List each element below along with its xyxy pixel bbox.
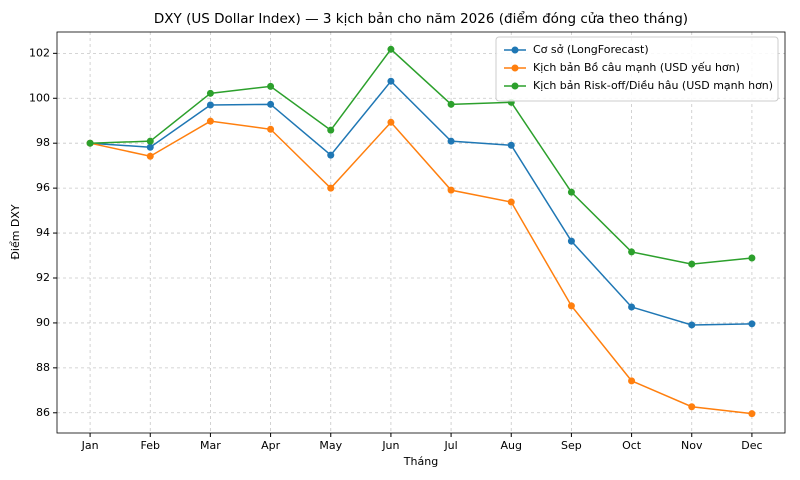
y-tick-label: 92 [36,271,50,284]
point [267,82,275,90]
point [86,139,94,147]
point [507,198,515,206]
point [688,321,696,329]
plot-frame [56,31,786,434]
point [267,125,275,133]
point [567,188,575,196]
y-tick-label: 96 [36,181,50,194]
point [748,410,756,418]
x-tick-label: Oct [622,439,642,452]
x-tick-label: Feb [141,439,160,452]
point [447,186,455,194]
x-tick-label: Jan [81,439,99,452]
point [146,152,154,160]
x-tick-label: Nov [681,439,703,452]
point [688,403,696,411]
point [267,100,275,108]
point [447,100,455,108]
point [206,101,214,109]
point [507,141,515,149]
y-tick-label: 86 [36,406,50,419]
point [327,184,335,192]
point [748,320,756,328]
legend-marker [511,82,519,90]
x-tick-label: Mar [200,439,221,452]
point [447,137,455,145]
legend-marker [511,64,519,72]
point [327,151,335,159]
legend-box [495,36,779,102]
y-axis-label: Điểm DXY [9,204,22,260]
point [387,45,395,53]
point [146,143,154,151]
y-tick-label: 102 [29,46,50,59]
line [90,80,752,326]
x-tick-label: Aug [501,439,522,452]
legend-label: Kịch bản Risk-off/Diều hâu (USD mạnh hơn… [533,79,773,92]
line [89,120,752,415]
legend-label: Kịch bản Bồ câu mạnh (USD yếu hơn) [533,61,740,74]
x-tick-label: Apr [261,439,281,452]
x-tick-label: Dec [741,439,762,452]
point [206,117,214,125]
y-tick-label: 100 [29,91,50,104]
point [146,137,154,145]
point [327,126,335,134]
point [628,377,636,385]
chart-title: DXY (US Dollar Index) — 3 kịch bản cho n… [154,10,688,27]
point [688,260,696,268]
point [387,77,395,85]
y-tick-label: 98 [36,136,50,149]
x-axis-label: Tháng [403,455,438,468]
x-tick-label: May [319,439,342,452]
point [628,303,636,311]
x-tick-label: Jul [443,439,457,452]
x-tick-label: Sep [561,439,582,452]
legend-marker [511,46,519,54]
point [748,254,756,262]
point [206,89,214,97]
point [567,302,575,310]
line [90,48,752,265]
point [628,248,636,256]
y-tick-label: 88 [36,361,50,374]
y-tick-label: 94 [36,226,50,239]
point [567,237,575,245]
point [387,118,395,126]
legend-label: Cơ sở (LongForecast) [533,43,649,56]
y-tick-label: 90 [36,316,50,329]
x-tick-label: Jun [381,439,399,452]
